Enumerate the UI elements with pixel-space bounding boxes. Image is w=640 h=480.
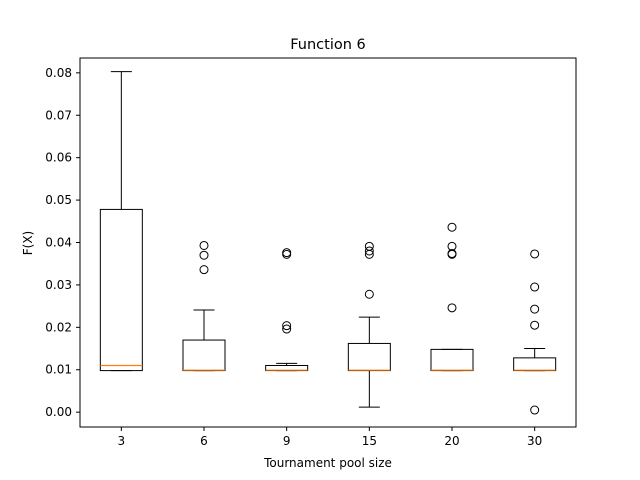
- box-outlier: [530, 282, 540, 292]
- box-outlier: [199, 250, 209, 260]
- y-tick-label: 0.01: [45, 363, 72, 377]
- box-outlier: [447, 241, 457, 251]
- box-outlier: [447, 222, 457, 232]
- x-tick-label: 6: [200, 434, 208, 448]
- box-body: [99, 208, 143, 372]
- box-outlier: [282, 321, 292, 331]
- box-outlier: [282, 248, 292, 258]
- plot-area: 0.00 0.01 0.02 0.03 0.04 0.05 0.06 0.07 0.08 3 6 9 1…: [45, 57, 577, 448]
- box-outlier: [364, 246, 374, 256]
- y-axis-label: F(X): [21, 231, 35, 256]
- y-tick-label: 0.02: [45, 320, 72, 334]
- chart-title: Function 6: [290, 37, 366, 53]
- x-tick-label: 15: [362, 434, 377, 448]
- y-tick-label: 0.04: [45, 236, 72, 250]
- box-outlier: [530, 249, 540, 259]
- box-outlier: [199, 265, 209, 275]
- y-tick-label: 0.07: [45, 108, 72, 122]
- box-outlier: [199, 240, 209, 250]
- x-tick-label: 20: [444, 434, 459, 448]
- box-outlier: [530, 405, 540, 415]
- box-outlier: [530, 304, 540, 314]
- y-tick-label: 0.00: [45, 405, 72, 419]
- y-tick-label: 0.03: [45, 278, 72, 292]
- x-tick-label: 9: [283, 434, 291, 448]
- y-tick-label: 0.05: [45, 193, 72, 207]
- box-outlier: [282, 324, 292, 334]
- x-tick-label: 30: [527, 434, 542, 448]
- y-tick-label: 0.08: [45, 66, 72, 80]
- x-tick-label: 3: [118, 434, 126, 448]
- box-outlier: [530, 320, 540, 330]
- box-outlier: [447, 249, 457, 259]
- box-outlier: [447, 303, 457, 313]
- y-tick-label: 0.06: [45, 151, 72, 165]
- box-outlier: [364, 241, 374, 251]
- x-axis-label: Tournament pool size: [263, 456, 392, 470]
- box-outlier: [364, 289, 374, 299]
